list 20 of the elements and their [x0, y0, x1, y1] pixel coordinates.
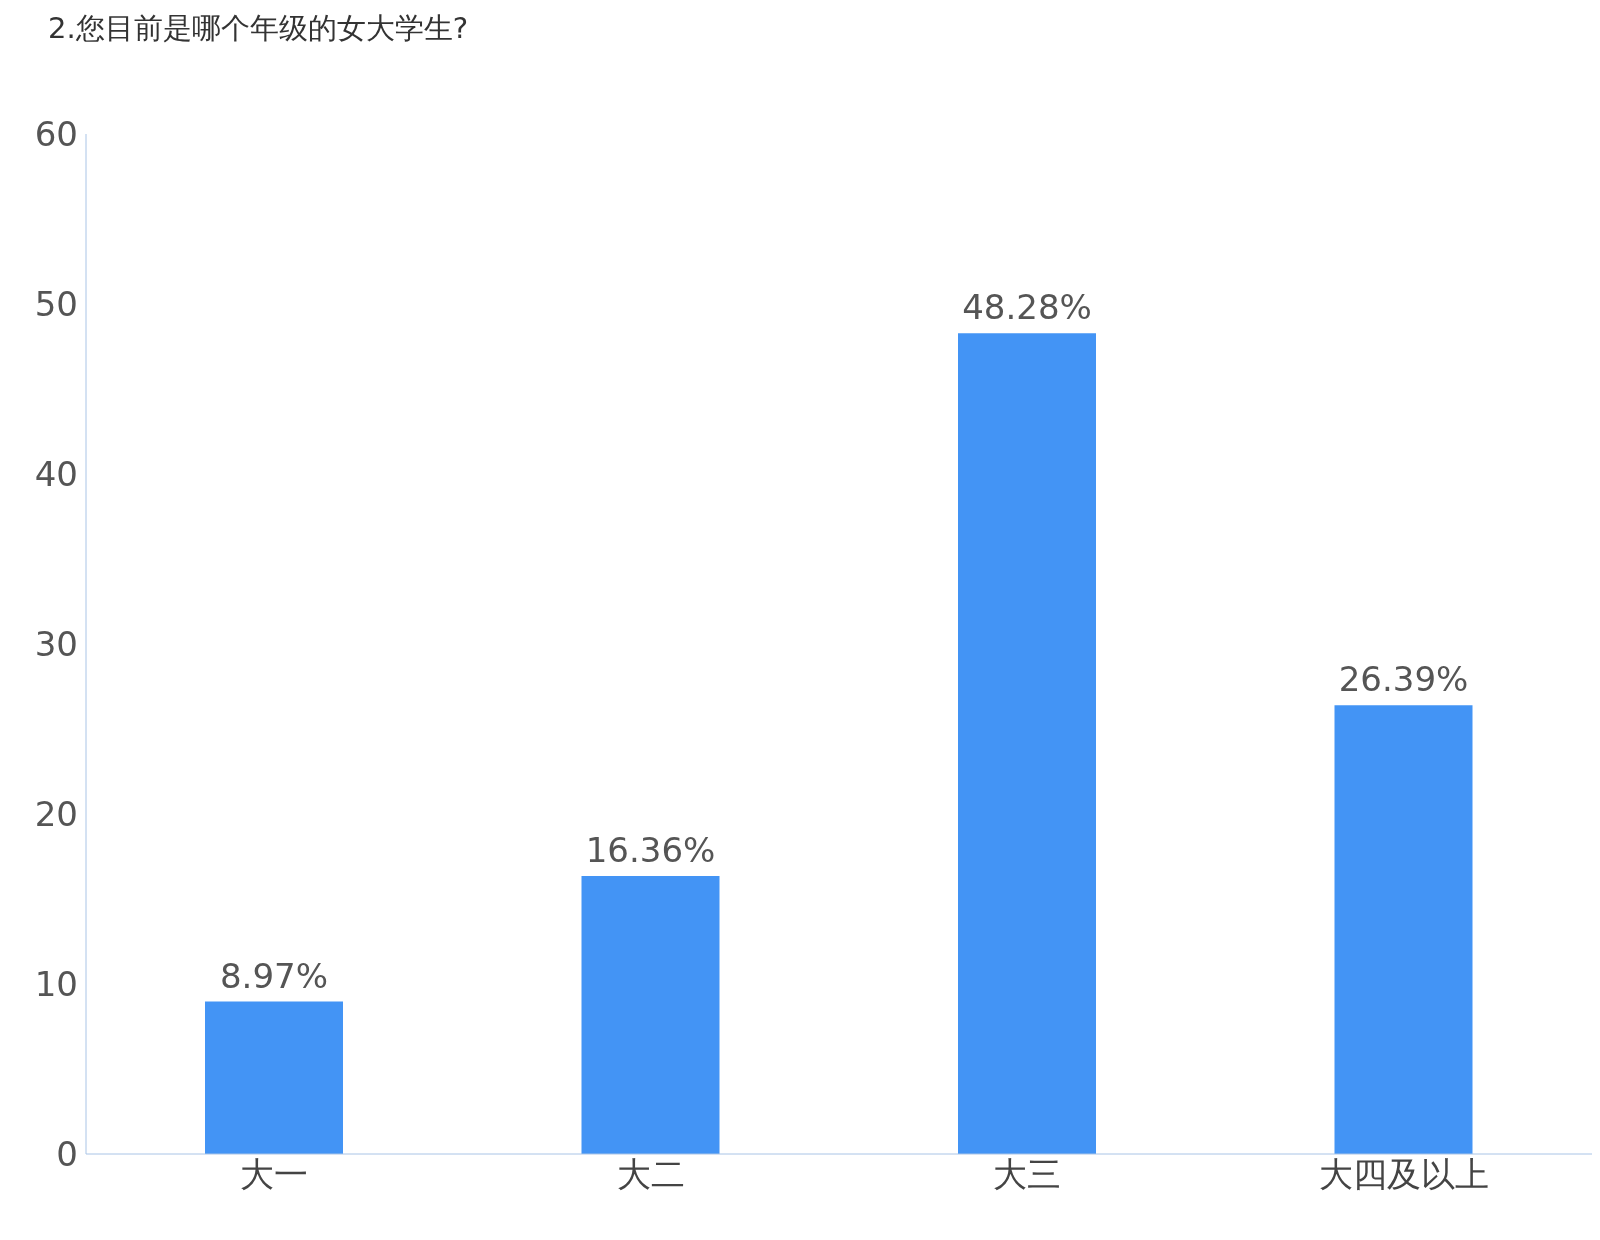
- x-tick-label: 大四及以上: [1318, 1154, 1489, 1195]
- y-tick-label: 40: [34, 454, 78, 495]
- y-tick-label: 20: [34, 794, 78, 835]
- x-tick-label: 大二: [616, 1154, 685, 1195]
- data-label: 16.36%: [585, 829, 716, 870]
- data-label: 48.28%: [962, 287, 1092, 328]
- bar: [1334, 705, 1473, 1154]
- data-label: 8.97%: [219, 955, 329, 996]
- x-tick-label: 大一: [240, 1154, 309, 1195]
- y-tick-label: 50: [34, 284, 78, 325]
- y-tick-label: 60: [34, 114, 78, 155]
- x-tick-label: 大三: [993, 1154, 1062, 1195]
- bar: [205, 1001, 343, 1154]
- bar: [958, 333, 1096, 1154]
- y-tick-label: 10: [34, 964, 78, 1005]
- chart-title: 2.您目前是哪个年级的女大学生?: [47, 10, 470, 47]
- bar: [581, 875, 720, 1154]
- y-tick-label: 30: [34, 624, 78, 665]
- data-label: 26.39%: [1338, 659, 1469, 700]
- y-tick-label: 0: [56, 1134, 78, 1175]
